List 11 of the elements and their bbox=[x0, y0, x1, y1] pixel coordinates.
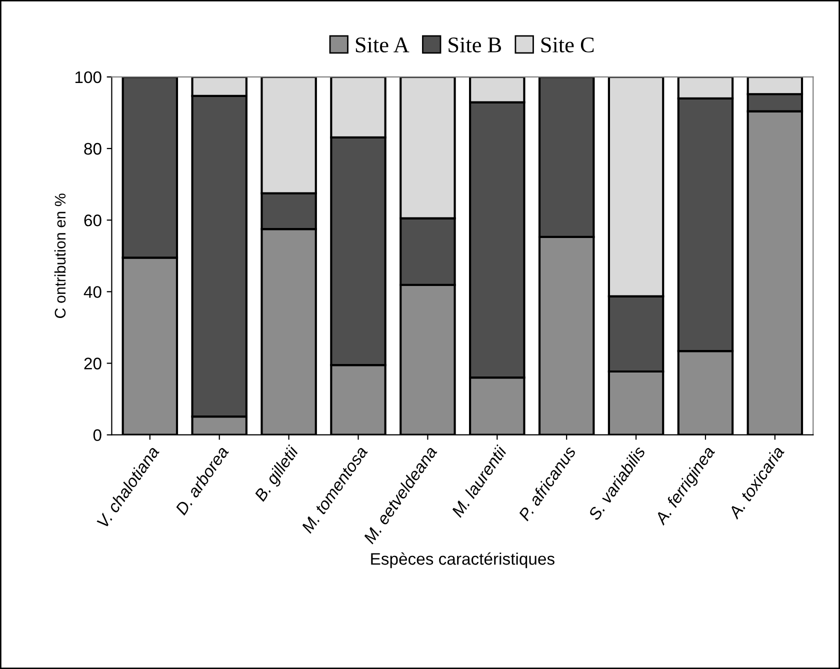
legend-label: Site C bbox=[541, 37, 594, 52]
legend-label: Site A bbox=[356, 37, 410, 52]
y-tick-label: 20 bbox=[84, 358, 102, 370]
y-axis-title: C ontribution en % bbox=[54, 194, 66, 318]
legend-label: Site B bbox=[448, 37, 502, 52]
y-tick-label: 0 bbox=[93, 429, 102, 442]
x-axis-title: Espèces caractéristiques bbox=[371, 552, 554, 568]
y-tick-label: 60 bbox=[84, 214, 102, 226]
y-tick-label: 80 bbox=[84, 142, 102, 155]
y-tick-label: 40 bbox=[84, 286, 102, 298]
y-tick-label: 100 bbox=[75, 71, 102, 84]
